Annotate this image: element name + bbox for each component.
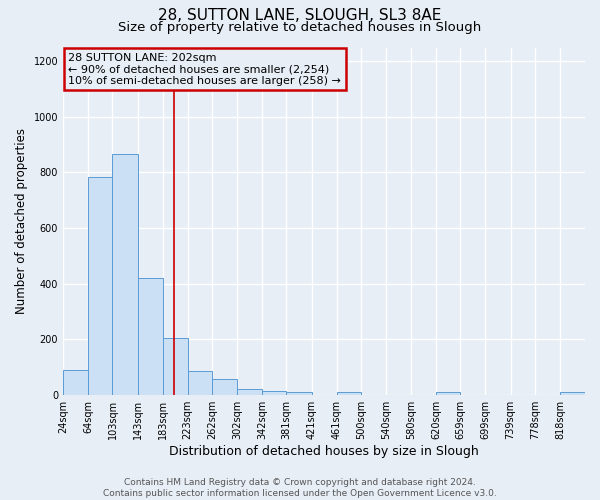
Bar — [212, 380, 237, 394]
Bar — [63, 370, 88, 394]
Bar — [337, 392, 361, 394]
Bar — [112, 154, 137, 394]
Bar — [188, 371, 212, 394]
Bar — [163, 338, 188, 394]
Bar — [262, 392, 286, 394]
Bar — [237, 389, 262, 394]
Bar — [436, 392, 460, 394]
Bar — [88, 176, 112, 394]
Text: Size of property relative to detached houses in Slough: Size of property relative to detached ho… — [118, 21, 482, 34]
Text: Contains HM Land Registry data © Crown copyright and database right 2024.
Contai: Contains HM Land Registry data © Crown c… — [103, 478, 497, 498]
Text: 28 SUTTON LANE: 202sqm
← 90% of detached houses are smaller (2,254)
10% of semi-: 28 SUTTON LANE: 202sqm ← 90% of detached… — [68, 52, 341, 86]
X-axis label: Distribution of detached houses by size in Slough: Distribution of detached houses by size … — [169, 444, 479, 458]
Bar — [137, 278, 163, 394]
Bar — [560, 392, 585, 394]
Y-axis label: Number of detached properties: Number of detached properties — [15, 128, 28, 314]
Text: 28, SUTTON LANE, SLOUGH, SL3 8AE: 28, SUTTON LANE, SLOUGH, SL3 8AE — [158, 8, 442, 22]
Bar — [286, 392, 311, 394]
